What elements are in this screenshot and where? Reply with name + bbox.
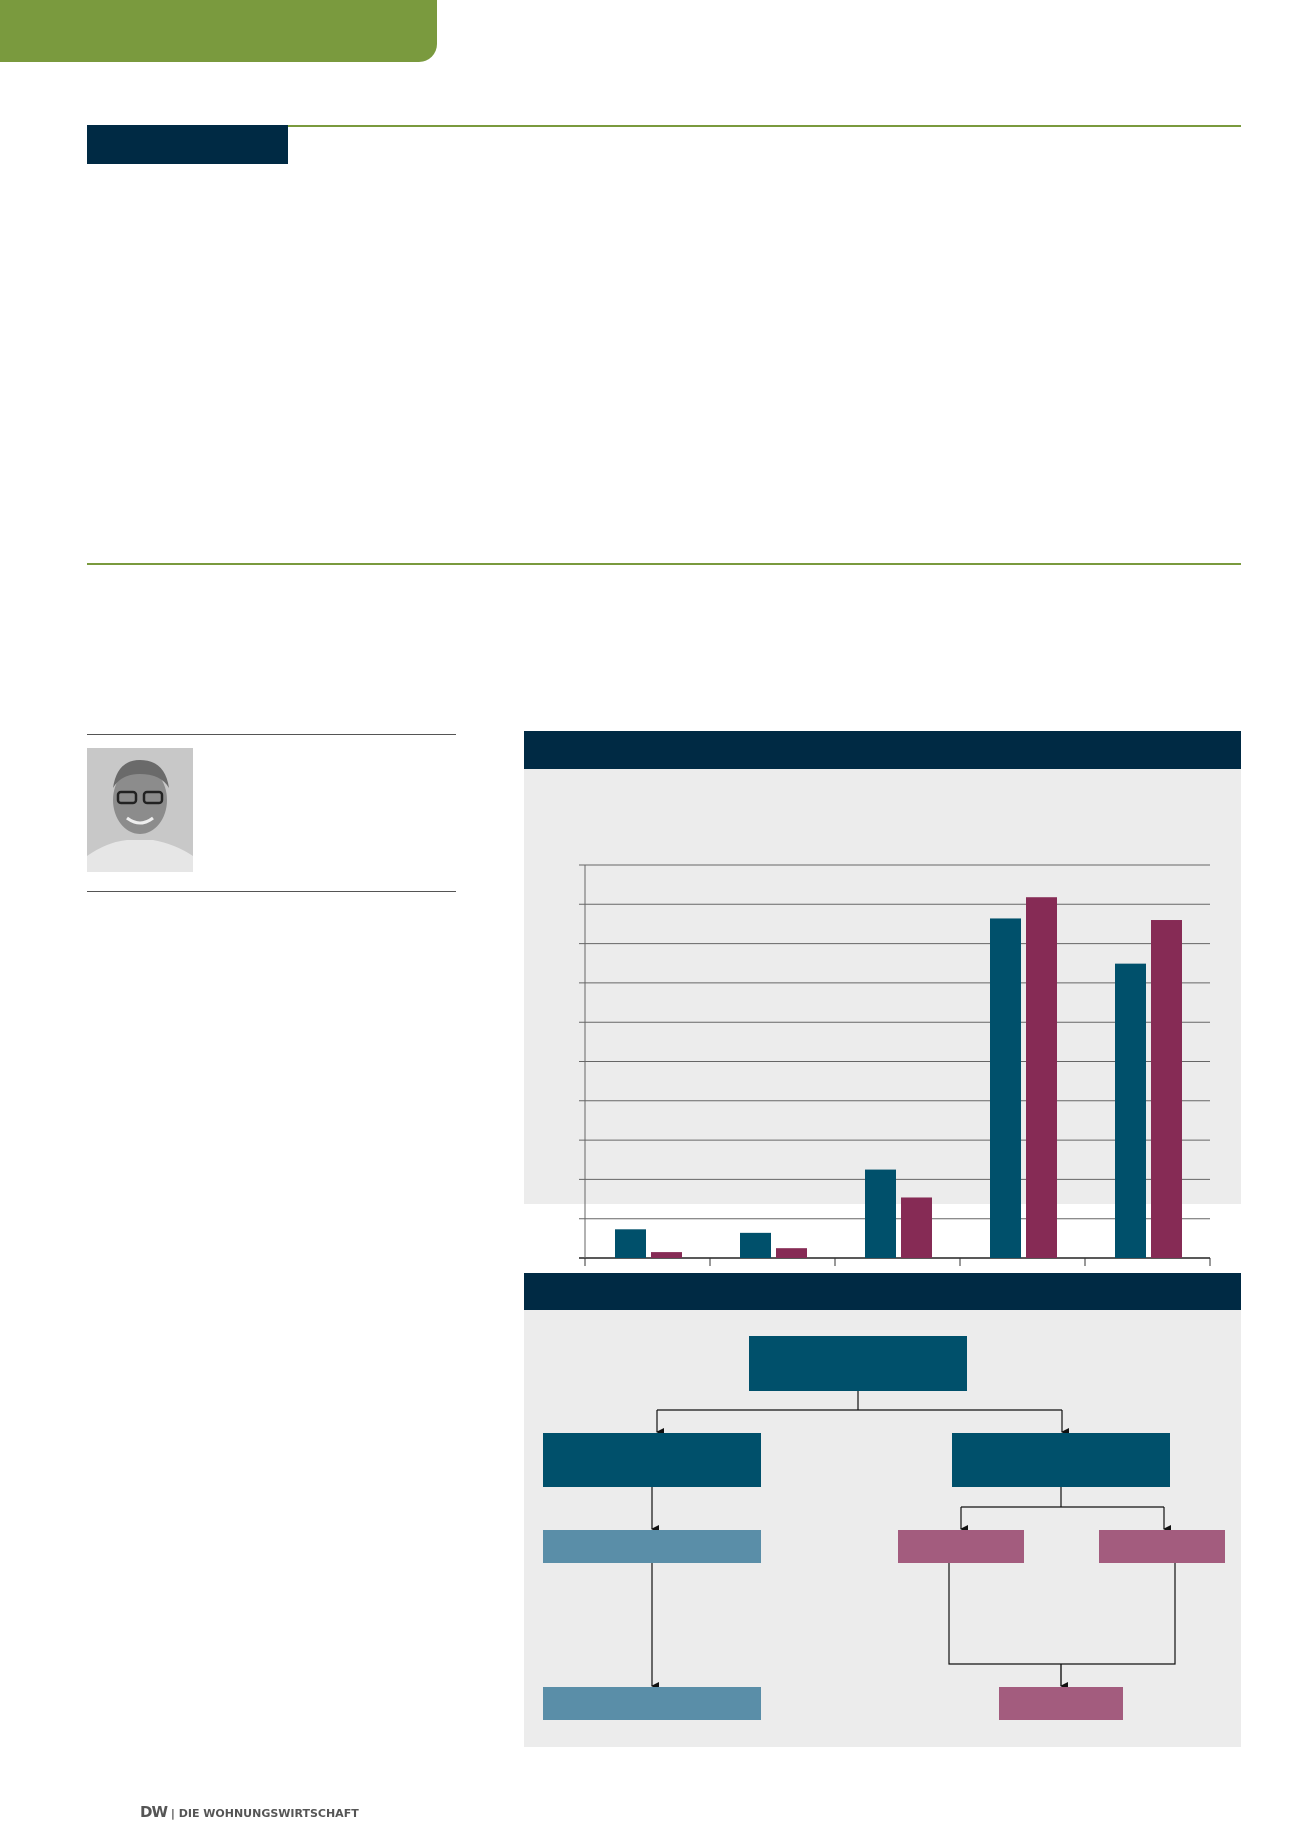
bar xyxy=(901,1197,932,1258)
diagram-node-right xyxy=(952,1433,1170,1487)
footer: DW | DIE WOHNUNGSWIRTSCHAFT xyxy=(140,1803,359,1821)
footer-logo: DW xyxy=(140,1803,168,1821)
divider xyxy=(288,125,1241,127)
bar xyxy=(740,1232,771,1258)
bar xyxy=(615,1229,646,1258)
section-label-box xyxy=(87,125,288,164)
author-photo xyxy=(87,748,193,872)
divider xyxy=(87,563,1241,565)
footer-publication: DIE WOHNUNGSWIRTSCHAFT xyxy=(178,1807,359,1820)
section-tab xyxy=(0,0,437,62)
bar xyxy=(776,1248,807,1258)
bar xyxy=(990,918,1021,1258)
diagram-node-left xyxy=(543,1433,761,1487)
author-rule-top xyxy=(87,734,456,735)
diagram-node-left-result xyxy=(543,1687,761,1720)
bar xyxy=(865,1169,896,1258)
bar xyxy=(1026,897,1057,1258)
diagram-node-right-child-1 xyxy=(898,1530,1024,1563)
footer-separator: | xyxy=(170,1807,175,1820)
diagram-node-right-child-2 xyxy=(1099,1530,1225,1563)
chart-header xyxy=(524,731,1241,769)
diagram-node-right-result xyxy=(999,1687,1123,1720)
author-rule-bottom xyxy=(87,891,456,892)
bar xyxy=(651,1252,682,1258)
bar xyxy=(1115,963,1146,1258)
bar xyxy=(1151,920,1182,1258)
diagram-node-root xyxy=(749,1336,967,1391)
diagram-node-left-child xyxy=(543,1530,761,1563)
diagram-header xyxy=(524,1273,1241,1310)
